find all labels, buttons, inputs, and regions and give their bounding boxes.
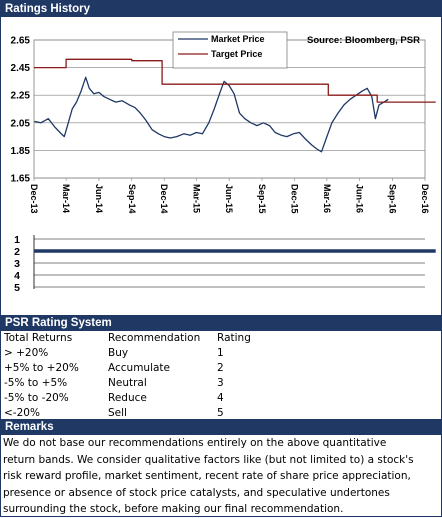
row-recommendation: Reduce bbox=[108, 392, 147, 404]
x-tick-label: Dec-16 bbox=[420, 184, 430, 214]
x-tick-label: Jun-16 bbox=[355, 184, 365, 213]
rating-tick-label: 3 bbox=[14, 258, 20, 270]
header-recommendation: Recommendation bbox=[108, 332, 201, 344]
table-header-row: Total Returns Recommendation Rating bbox=[1, 331, 441, 346]
y-tick-label: 1.65 bbox=[11, 174, 31, 185]
y-tick-label: 2.65 bbox=[11, 36, 31, 47]
x-tick-label: Dec-15 bbox=[289, 184, 299, 214]
table-row: > +20% Buy 1 bbox=[1, 346, 441, 361]
psr-rating-system-header: PSR Rating System bbox=[1, 315, 441, 331]
price-y-axis: 1.65 1.85 2.05 2.25 2.45 2.65 bbox=[11, 36, 31, 185]
rating-tick-label: 1 bbox=[14, 234, 20, 246]
row-returns: -5% to +5% bbox=[4, 377, 68, 389]
rating-tick-label: 2 bbox=[14, 246, 20, 258]
row-recommendation: Accumulate bbox=[108, 362, 171, 374]
ratings-history-title: Ratings History bbox=[5, 3, 90, 15]
market-price-line bbox=[34, 76, 389, 153]
y-tick-label: 2.45 bbox=[11, 63, 31, 74]
psr-rating-system-title: PSR Rating System bbox=[5, 317, 112, 329]
row-returns: <-20% bbox=[4, 407, 40, 419]
header-total-returns: Total Returns bbox=[4, 332, 73, 344]
legend-target-label: Target Price bbox=[211, 49, 262, 59]
price-x-axis: Dec-13 Mar-14 Jun-14 Sep-14 Dec-14 Mar-15 Jun-… bbox=[29, 178, 430, 214]
price-series bbox=[34, 58, 436, 153]
rating-tick-label: 4 bbox=[14, 270, 20, 282]
row-recommendation: Sell bbox=[108, 407, 127, 419]
remarks-line: surrounding the stock, before making our… bbox=[3, 503, 344, 515]
remarks-line: return bands. We consider qualitative fa… bbox=[3, 453, 414, 466]
table-row: +5% to +20% Accumulate 2 bbox=[1, 361, 441, 376]
row-rating: 2 bbox=[217, 362, 224, 374]
target-price-line bbox=[34, 58, 436, 103]
x-tick-label: Dec-14 bbox=[159, 184, 169, 214]
row-rating: 4 bbox=[217, 392, 224, 404]
chart-legend: Market Price Target Price bbox=[172, 31, 288, 69]
table-row: -5% to +5% Neutral 3 bbox=[1, 376, 441, 391]
y-tick-label: 2.25 bbox=[11, 91, 31, 102]
row-rating: 3 bbox=[217, 377, 224, 389]
ratings-history-header: Ratings History bbox=[1, 1, 441, 17]
row-returns: -5% to -20% bbox=[4, 392, 69, 404]
row-rating: 1 bbox=[217, 347, 224, 359]
x-tick-label: Sep-15 bbox=[257, 184, 267, 214]
remarks-header: Remarks bbox=[1, 419, 441, 435]
table-row: -5% to -20% Reduce 4 bbox=[1, 391, 441, 406]
row-returns: > +20% bbox=[4, 347, 49, 359]
x-tick-label: Jun-15 bbox=[224, 184, 234, 213]
x-tick-label: Sep-16 bbox=[388, 184, 398, 214]
row-recommendation: Buy bbox=[108, 347, 129, 359]
x-tick-label: Mar-14 bbox=[61, 184, 71, 213]
y-tick-label: 1.85 bbox=[11, 146, 31, 157]
table-row: <-20% Sell 5 bbox=[1, 406, 441, 421]
y-tick-label: 2.05 bbox=[11, 118, 31, 129]
remarks-line: risk reward profile, market sentiment, r… bbox=[3, 470, 411, 482]
header-rating: Rating bbox=[217, 332, 251, 344]
x-tick-label: Dec-13 bbox=[29, 184, 39, 214]
row-recommendation: Neutral bbox=[108, 377, 147, 389]
row-returns: +5% to +20% bbox=[4, 362, 79, 374]
row-rating: 5 bbox=[217, 407, 224, 419]
x-tick-label: Sep-14 bbox=[127, 184, 137, 214]
remarks-line: presence or absence of stock price catal… bbox=[3, 486, 390, 499]
legend-market-label: Market Price bbox=[211, 34, 265, 44]
rating-tick-label: 5 bbox=[14, 282, 20, 294]
remarks-title: Remarks bbox=[5, 421, 54, 433]
remarks-text: We do not base our recommendations entir… bbox=[3, 435, 439, 518]
remarks-line: We do not base our recommendations entir… bbox=[3, 437, 387, 449]
source-note: Source: Bloomberg, PSR bbox=[307, 35, 420, 46]
rating-system-table: Total Returns Recommendation Rating > +2… bbox=[1, 331, 441, 421]
ratings-history-chart: 1.65 1.85 2.05 2.25 2.45 2.65 Dec-13 Mar-14 Jun… bbox=[11, 31, 436, 294]
x-tick-label: Mar-16 bbox=[322, 184, 332, 213]
x-tick-label: Jun-14 bbox=[94, 184, 104, 213]
x-tick-label: Mar-15 bbox=[191, 184, 201, 213]
